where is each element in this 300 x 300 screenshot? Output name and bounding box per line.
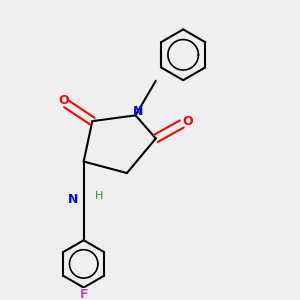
- Text: H: H: [95, 191, 103, 201]
- Text: O: O: [58, 94, 69, 107]
- Text: O: O: [182, 115, 193, 128]
- Text: F: F: [80, 288, 88, 300]
- Text: N: N: [133, 104, 144, 118]
- Text: N: N: [68, 193, 78, 206]
